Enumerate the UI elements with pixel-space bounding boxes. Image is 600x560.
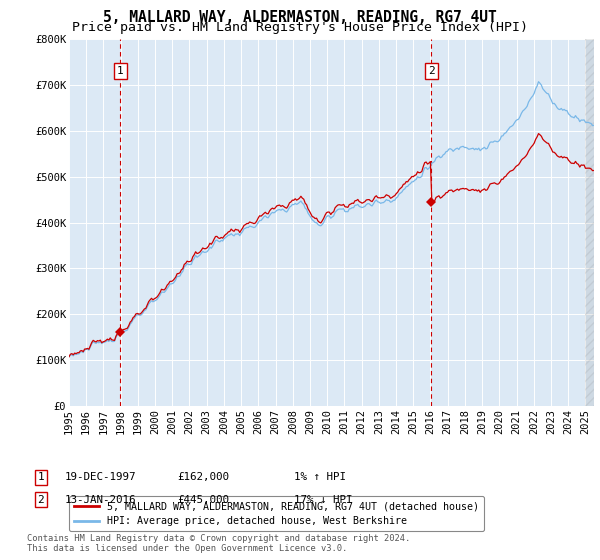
Text: £445,000: £445,000 (177, 494, 229, 505)
Text: Price paid vs. HM Land Registry's House Price Index (HPI): Price paid vs. HM Land Registry's House … (72, 21, 528, 34)
Text: 1: 1 (117, 66, 124, 76)
Text: 1% ↑ HPI: 1% ↑ HPI (294, 472, 346, 482)
Text: Contains HM Land Registry data © Crown copyright and database right 2024.
This d: Contains HM Land Registry data © Crown c… (27, 534, 410, 553)
Legend: 5, MALLARD WAY, ALDERMASTON, READING, RG7 4UT (detached house), HPI: Average pri: 5, MALLARD WAY, ALDERMASTON, READING, RG… (69, 496, 484, 531)
Text: 17% ↓ HPI: 17% ↓ HPI (294, 494, 353, 505)
Text: 1: 1 (37, 472, 44, 482)
Text: £162,000: £162,000 (177, 472, 229, 482)
Text: 2: 2 (37, 494, 44, 505)
Text: 2: 2 (428, 66, 434, 76)
Text: 5, MALLARD WAY, ALDERMASTON, READING, RG7 4UT: 5, MALLARD WAY, ALDERMASTON, READING, RG… (103, 10, 497, 25)
Text: 13-JAN-2016: 13-JAN-2016 (64, 494, 136, 505)
Text: 19-DEC-1997: 19-DEC-1997 (64, 472, 136, 482)
